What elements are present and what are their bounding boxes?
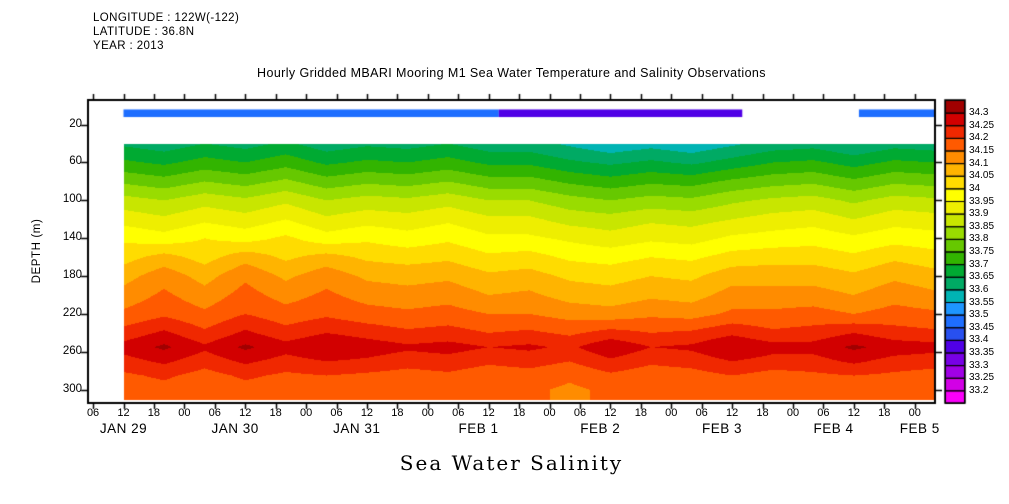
colorbar-tick-label: 33.45 — [969, 321, 995, 333]
x-tick-label: 18 — [878, 407, 891, 419]
x-date-label: JAN 30 — [211, 421, 259, 436]
x-tick-label: 12 — [726, 407, 739, 419]
colorbar-tick-label: 33.65 — [969, 271, 995, 283]
x-tick-label: 18 — [512, 407, 526, 419]
x-tick-label: 00 — [908, 407, 921, 419]
colorbar-tick-label: 33.75 — [969, 246, 995, 257]
colorbar-tick-label: 33.7 — [969, 258, 989, 270]
colorbar-tick-label: 33.3 — [969, 359, 989, 371]
colorbar-tick-label: 33.6 — [969, 283, 989, 295]
y-axis-label: DEPTH (m) — [31, 218, 43, 284]
colorbar-tick-label: 34.05 — [969, 170, 995, 182]
x-tick-label: 18 — [391, 407, 404, 419]
x-tick-label: 12 — [239, 407, 252, 419]
colorbar-tick-label: 33.5 — [969, 309, 989, 321]
colorbar-tick-label: 34 — [969, 182, 981, 194]
x-date-label: FEB 4 — [813, 421, 854, 436]
colorbar-tick-label: 33.25 — [969, 372, 995, 384]
x-date-label: FEB 3 — [701, 421, 742, 436]
x-date-label: FEB 2 — [580, 421, 621, 436]
x-tick-label: 06 — [86, 407, 100, 419]
x-tick-label: 00 — [786, 407, 800, 419]
x-tick-label: 12 — [482, 407, 495, 419]
y-tick-label: 60 — [69, 155, 82, 168]
colorbar-tick-label: 34.1 — [969, 157, 989, 169]
colorbar-tick-label: 33.85 — [969, 220, 995, 232]
y-tick-label: 220 — [62, 306, 82, 319]
x-tick-label: 18 — [756, 407, 769, 419]
x-tick-label: 12 — [604, 407, 617, 419]
x-tick-label: 12 — [117, 407, 130, 419]
y-tick-label: 300 — [62, 382, 82, 395]
y-tick-label: 140 — [62, 231, 82, 244]
x-tick-label: 12 — [360, 407, 374, 419]
x-tick-label: 00 — [299, 407, 313, 419]
y-tick-label: 260 — [62, 344, 82, 357]
colorbar-tick-label: 33.4 — [969, 334, 989, 346]
colorbar-tick-label: 34.2 — [969, 132, 989, 144]
x-tick-label: 00 — [543, 407, 556, 419]
y-tick-label: 180 — [62, 269, 82, 282]
x-tick-label: 00 — [178, 407, 191, 419]
x-tick-label: 18 — [634, 407, 647, 419]
x-tick-label: 18 — [269, 407, 282, 419]
colorbar-tick-label: 33.35 — [969, 347, 995, 358]
colorbar-tick-label: 33.8 — [969, 233, 989, 245]
x-date-label: FEB 1 — [458, 421, 499, 436]
x-tick-label: 12 — [847, 407, 860, 419]
x-tick-label: 18 — [147, 407, 161, 419]
x-tick-label: 06 — [208, 407, 221, 419]
colorbar-tick-label: 33.9 — [969, 208, 989, 220]
colorbar-tick-label: 34.25 — [969, 119, 995, 131]
x-tick-label: 06 — [695, 407, 708, 419]
x-date-label: JAN 31 — [333, 421, 381, 436]
x-tick-label: 00 — [421, 407, 434, 419]
colorbar-tick-label: 34.3 — [969, 107, 989, 119]
y-tick-label: 20 — [69, 117, 82, 130]
x-tick-label: 06 — [452, 407, 465, 419]
x-tick-label: 06 — [330, 407, 343, 419]
x-tick-label: 06 — [573, 407, 587, 419]
colorbar-tick-label: 34.15 — [969, 145, 995, 156]
x-date-label: FEB 5 — [899, 421, 940, 436]
y-tick-label: 100 — [62, 193, 82, 206]
colorbar-tick-label: 33.55 — [969, 296, 995, 308]
footer-label: Sea Water Salinity — [399, 451, 624, 475]
x-date-label: JAN 29 — [99, 421, 148, 436]
colorbar-tick-label: 33.2 — [969, 384, 989, 396]
x-tick-label: 00 — [665, 407, 678, 419]
x-tick-label: 06 — [817, 407, 830, 419]
colorbar-tick-label: 33.95 — [969, 195, 995, 207]
